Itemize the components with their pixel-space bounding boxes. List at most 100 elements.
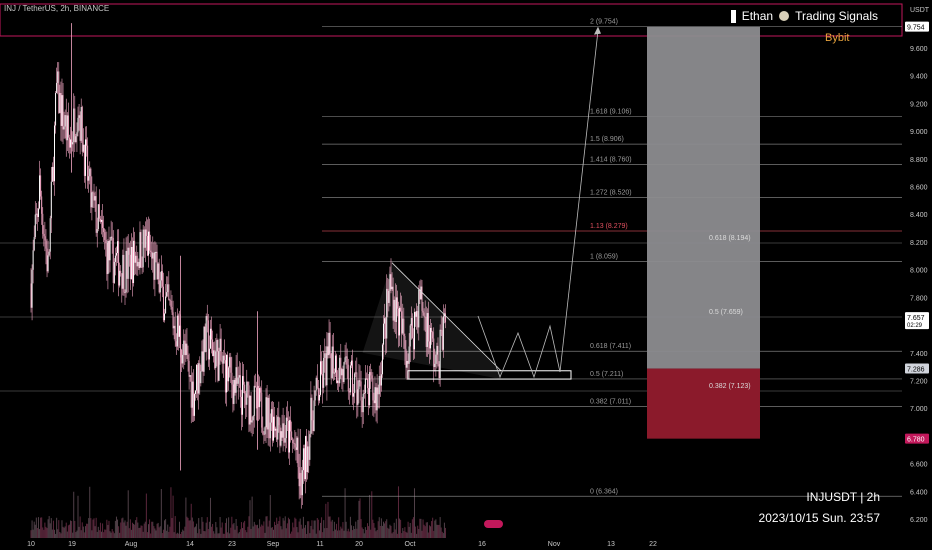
- candle-body: [365, 378, 367, 380]
- symbol-header: INJ / TetherUS, 2h, BINANCE: [4, 4, 110, 13]
- candle-body: [250, 395, 252, 423]
- exchange-label: Bybit: [825, 32, 850, 44]
- volume-bar: [190, 503, 192, 538]
- candle-body: [278, 416, 280, 426]
- volume-bar: [421, 530, 423, 538]
- volume-bar: [285, 528, 287, 538]
- volume-bar: [300, 524, 302, 538]
- volume-bar: [110, 532, 112, 538]
- volume-bar: [119, 532, 121, 538]
- candle-body: [150, 250, 152, 252]
- candle-body: [388, 290, 390, 303]
- volume-bar: [440, 527, 442, 538]
- candle-body: [380, 374, 382, 386]
- volume-bar: [259, 519, 261, 538]
- candle-body: [341, 369, 343, 376]
- candle-body: [103, 228, 105, 233]
- fib-level-label: 1 (8.059): [590, 253, 618, 260]
- candle-body: [401, 311, 403, 334]
- volume-bar: [96, 531, 98, 538]
- candle-body: [128, 247, 130, 255]
- volume-bar: [363, 533, 365, 538]
- projection-arrow-line: [559, 30, 599, 373]
- volume-bar: [44, 522, 46, 538]
- candle-body: [281, 431, 283, 438]
- candle-body: [440, 329, 442, 331]
- volume-bar: [284, 516, 286, 538]
- candle-body: [435, 354, 437, 364]
- candle-body: [293, 443, 295, 444]
- volume-bar: [93, 518, 95, 538]
- volume-bar: [89, 486, 91, 538]
- volume-bar: [290, 533, 292, 538]
- candle-body: [61, 95, 63, 126]
- candle-body: [76, 132, 78, 137]
- candle-body: [201, 351, 203, 372]
- candle-body: [246, 381, 248, 405]
- volume-bar: [68, 524, 70, 538]
- candle-body: [58, 71, 60, 113]
- volume-bar: [276, 517, 278, 538]
- candle-body: [236, 367, 238, 384]
- volume-bar: [256, 524, 258, 538]
- volume-bar: [237, 533, 239, 538]
- candle-body: [332, 346, 334, 374]
- candle-body: [372, 378, 374, 401]
- volume-bar: [331, 519, 333, 538]
- candle-body: [97, 204, 99, 230]
- volume-bar: [386, 519, 388, 538]
- candle-body: [308, 446, 310, 460]
- volume-bar: [302, 516, 304, 538]
- candle-body: [391, 286, 393, 290]
- candle-body: [91, 192, 93, 208]
- volume-bar: [301, 528, 303, 538]
- volume-bar: [352, 530, 354, 538]
- volume-bar: [438, 524, 440, 538]
- price-badge-label: 6.780: [907, 437, 925, 444]
- volume-bar: [95, 517, 97, 538]
- volume-bar: [148, 524, 150, 538]
- candle-body: [385, 318, 387, 339]
- candle-body: [156, 251, 158, 280]
- volume-bar: [392, 532, 394, 538]
- candle-body: [328, 332, 330, 356]
- volume-bar: [151, 521, 153, 538]
- volume-bar: [319, 522, 321, 538]
- volume-bar: [291, 531, 293, 538]
- volume-bar: [126, 521, 128, 538]
- volume-bar: [213, 531, 215, 538]
- volume-bar: [127, 490, 129, 538]
- candle-body: [268, 397, 270, 439]
- candle-body: [200, 371, 202, 384]
- volume-bar: [365, 529, 367, 538]
- volume-bar: [298, 521, 300, 538]
- price-tick-label: 8.000: [910, 268, 928, 275]
- time-tick-label: 20: [355, 541, 363, 548]
- candle-body: [231, 372, 233, 385]
- volume-bar: [183, 530, 185, 538]
- candle-body: [84, 139, 86, 176]
- volume-bar: [91, 530, 93, 538]
- candle-body: [115, 253, 117, 256]
- candle-body: [216, 340, 218, 352]
- candle-body: [177, 315, 179, 337]
- volume-bar: [73, 491, 75, 538]
- time-tick-label: 16: [478, 541, 486, 548]
- volume-bar: [242, 528, 244, 538]
- volume-bar: [158, 527, 160, 538]
- candle-body: [387, 288, 389, 303]
- volume-bar: [191, 517, 193, 538]
- volume-bar: [354, 528, 356, 538]
- candle-body: [405, 348, 407, 368]
- volume-bar: [90, 518, 92, 538]
- volume-bar: [87, 523, 89, 538]
- candle-body: [374, 387, 376, 404]
- candle-body: [220, 338, 222, 361]
- candle-body: [79, 115, 81, 141]
- candle-body: [55, 92, 57, 126]
- volume-bar: [349, 516, 351, 538]
- time-tick-label: 13: [607, 541, 615, 548]
- volume-bar: [33, 521, 35, 538]
- candle-body: [316, 377, 318, 388]
